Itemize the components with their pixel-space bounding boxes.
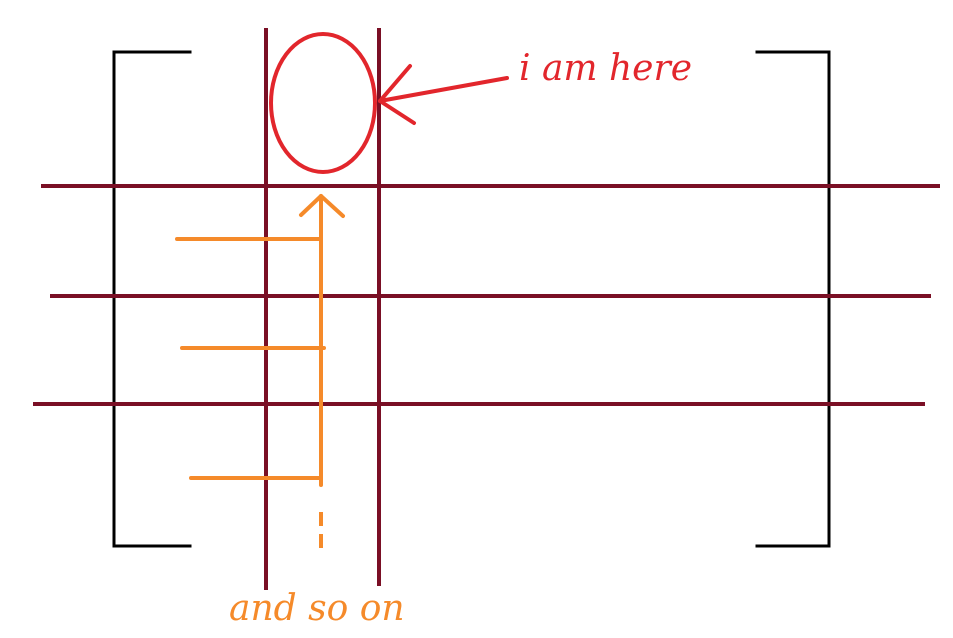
marker-label: i am here xyxy=(519,48,692,89)
position-circle xyxy=(269,32,377,174)
scan-path xyxy=(175,194,345,555)
left-bracket xyxy=(112,50,192,548)
position-marker xyxy=(269,32,509,174)
right-bracket xyxy=(755,50,831,548)
vertical-grid-lines xyxy=(264,28,381,590)
horizontal-grid-lines xyxy=(33,184,940,406)
continuation-label: and so on xyxy=(229,588,405,629)
pointer-arrow-shaft xyxy=(378,76,509,103)
scan-path-arrow-head xyxy=(299,194,345,218)
pointer-arrow-head xyxy=(378,64,416,125)
